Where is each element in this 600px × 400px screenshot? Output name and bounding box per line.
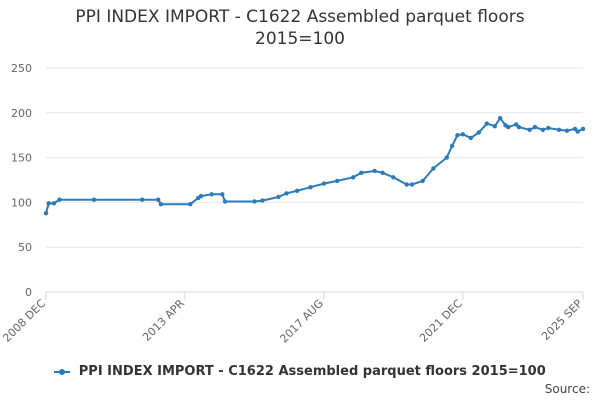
data-point[interactable] (51, 201, 57, 206)
data-point[interactable] (46, 201, 51, 206)
data-point[interactable] (556, 127, 562, 132)
x-tick-label: 2025 SEP (539, 297, 585, 343)
y-tick-label: 250 (11, 62, 32, 75)
data-point[interactable] (431, 166, 436, 171)
data-point[interactable] (43, 211, 49, 216)
data-point[interactable] (444, 155, 449, 160)
data-point[interactable] (351, 175, 356, 180)
data-point[interactable] (514, 122, 519, 127)
data-point[interactable] (372, 168, 377, 174)
data-point[interactable] (198, 193, 204, 199)
y-tick-label: 200 (11, 107, 32, 120)
y-tick-label: 0 (25, 286, 32, 299)
data-point[interactable] (276, 194, 281, 200)
legend[interactable]: PPI INDEX IMPORT - C1622 Assembled parqu… (0, 364, 600, 379)
x-tick-label: 2008 DEC (0, 297, 48, 345)
x-tick-label: 2021 DEC (417, 297, 465, 345)
chart-subtitle: 2015=100 (255, 29, 345, 49)
data-point[interactable] (455, 133, 460, 138)
data-point[interactable] (140, 197, 145, 202)
data-point[interactable] (156, 197, 161, 202)
legend-label: PPI INDEX IMPORT - C1622 Assembled parqu… (78, 364, 546, 379)
data-point[interactable] (580, 126, 586, 132)
x-tick-label: 2013 APR (140, 297, 187, 344)
data-point[interactable] (294, 188, 300, 193)
data-point[interactable] (468, 135, 473, 141)
data-point[interactable] (57, 197, 62, 202)
data-point[interactable] (359, 170, 364, 175)
grid-lines (46, 67, 583, 248)
data-point[interactable] (380, 170, 385, 175)
data-point[interactable] (222, 199, 228, 204)
data-point[interactable] (532, 124, 538, 130)
data-point[interactable] (492, 124, 497, 129)
data-point[interactable] (420, 178, 425, 184)
series-group (43, 116, 586, 216)
data-point[interactable] (572, 126, 578, 132)
chart-title-block: PPI INDEX IMPORT - C1622 Assembled parqu… (0, 6, 600, 50)
x-axis-ticks: 2008 DEC 2013 APR 2017 AUG 2021 DEC 2025 SEP (0, 292, 585, 345)
data-point[interactable] (516, 124, 522, 130)
x-tick-label: 2017 AUG (277, 297, 326, 346)
data-point[interactable] (284, 191, 289, 196)
data-point[interactable] (449, 143, 455, 149)
legend-swatch (54, 367, 71, 377)
data-point[interactable] (391, 175, 396, 180)
data-point[interactable] (260, 198, 265, 203)
data-point[interactable] (409, 182, 415, 187)
y-tick-label: 50 (18, 241, 32, 254)
data-point[interactable] (91, 197, 97, 202)
y-tick-label: 150 (11, 152, 32, 165)
data-point[interactable] (498, 116, 503, 121)
data-point[interactable] (476, 130, 481, 135)
data-point[interactable] (252, 199, 257, 204)
data-point[interactable] (540, 127, 546, 132)
data-point[interactable] (220, 192, 225, 197)
y-axis-ticks: 0 50 100 150 200 250 (11, 62, 32, 299)
credits[interactable]: Source: (544, 382, 590, 396)
data-point[interactable] (188, 202, 193, 207)
chart-title: PPI INDEX IMPORT - C1622 Assembled parqu… (75, 7, 525, 27)
data-point[interactable] (575, 129, 580, 134)
data-point[interactable] (484, 121, 489, 126)
data-point[interactable] (404, 182, 409, 187)
data-point[interactable] (209, 192, 214, 197)
data-point[interactable] (158, 202, 164, 207)
series-line (45, 117, 584, 214)
data-point[interactable] (308, 185, 313, 190)
data-point[interactable] (527, 127, 532, 132)
data-point[interactable] (546, 125, 551, 131)
data-point[interactable] (460, 132, 465, 137)
data-point[interactable] (321, 181, 327, 186)
y-tick-label: 100 (11, 196, 32, 209)
data-point[interactable] (335, 178, 340, 184)
data-point[interactable] (506, 124, 511, 130)
data-point[interactable] (564, 128, 570, 133)
